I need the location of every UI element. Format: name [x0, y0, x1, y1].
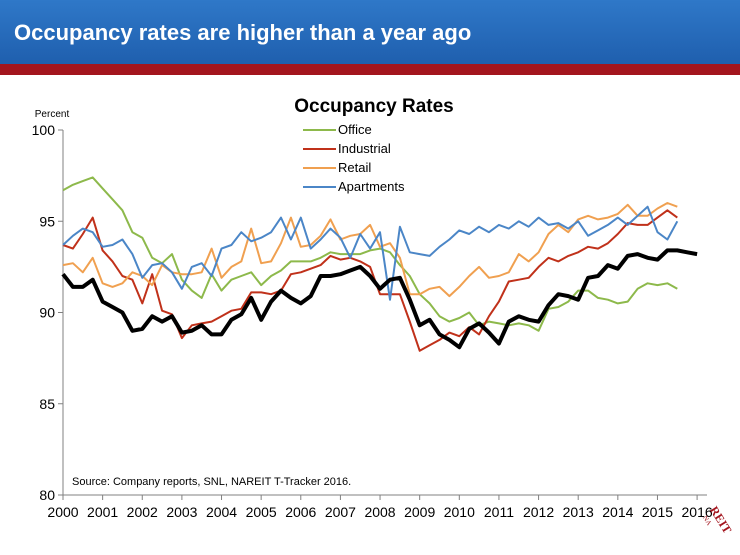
- legend-label: Office: [338, 122, 372, 137]
- chart-title: Occupancy Rates: [294, 96, 453, 117]
- series-line-industrial: [62, 209, 678, 352]
- x-tick-label: 2010: [444, 504, 475, 520]
- y-tick-label: 85: [39, 396, 55, 412]
- x-tick-label: 2002: [127, 504, 158, 520]
- plot-lines: [61, 176, 698, 352]
- y-tick-label: 80: [39, 487, 55, 503]
- x-tick-label: 2016: [682, 504, 713, 520]
- legend-label: Industrial: [338, 141, 391, 156]
- x-tick-label: 2000: [47, 504, 78, 520]
- legend-label: Apartments: [338, 179, 405, 194]
- title-banner: Occupancy rates are higher than a year a…: [0, 0, 740, 64]
- series-line-office: [62, 176, 678, 332]
- x-tick-label: 2008: [364, 504, 395, 520]
- chart-axes: 80 85 90 95 100 2000 2001 2002 2003 2004 2005 2006 2…: [32, 122, 713, 520]
- source-note: Source: Company reports, SNL, NAREIT T-T…: [72, 476, 351, 488]
- x-tick-label: 2004: [206, 504, 237, 520]
- nareit-logo: REIT NA: [701, 504, 734, 536]
- x-tick-label: 2014: [602, 504, 633, 520]
- x-tick-label: 2012: [523, 504, 554, 520]
- x-tick-label: 2003: [166, 504, 197, 520]
- y-axis-unit-label: Percent: [35, 109, 70, 120]
- y-tick-label: 90: [39, 305, 55, 321]
- x-tick-label: 2001: [87, 504, 118, 520]
- x-tick-label: 2013: [563, 504, 594, 520]
- occupancy-chart: Occupancy Rates Percent 80 85 90 95 100 2000 2…: [32, 96, 713, 520]
- x-tick-label: 2015: [642, 504, 673, 520]
- chart-legend: Office Industrial Retail Apartments: [303, 122, 405, 194]
- x-tick-label: 2007: [325, 504, 356, 520]
- series-line-apartments: [62, 205, 679, 301]
- x-tick-label: 2005: [246, 504, 277, 520]
- series-line-total: [61, 248, 698, 350]
- x-tick-label: 2006: [285, 504, 316, 520]
- x-tick-label: 2009: [404, 504, 435, 520]
- slide-title: Occupancy rates are higher than a year a…: [14, 20, 472, 45]
- y-tick-label: 95: [39, 213, 55, 229]
- y-tick-label: 100: [32, 122, 56, 138]
- x-tick-label: 2011: [484, 504, 514, 520]
- legend-label: Retail: [338, 160, 371, 175]
- banner-accent-bar: [0, 64, 740, 75]
